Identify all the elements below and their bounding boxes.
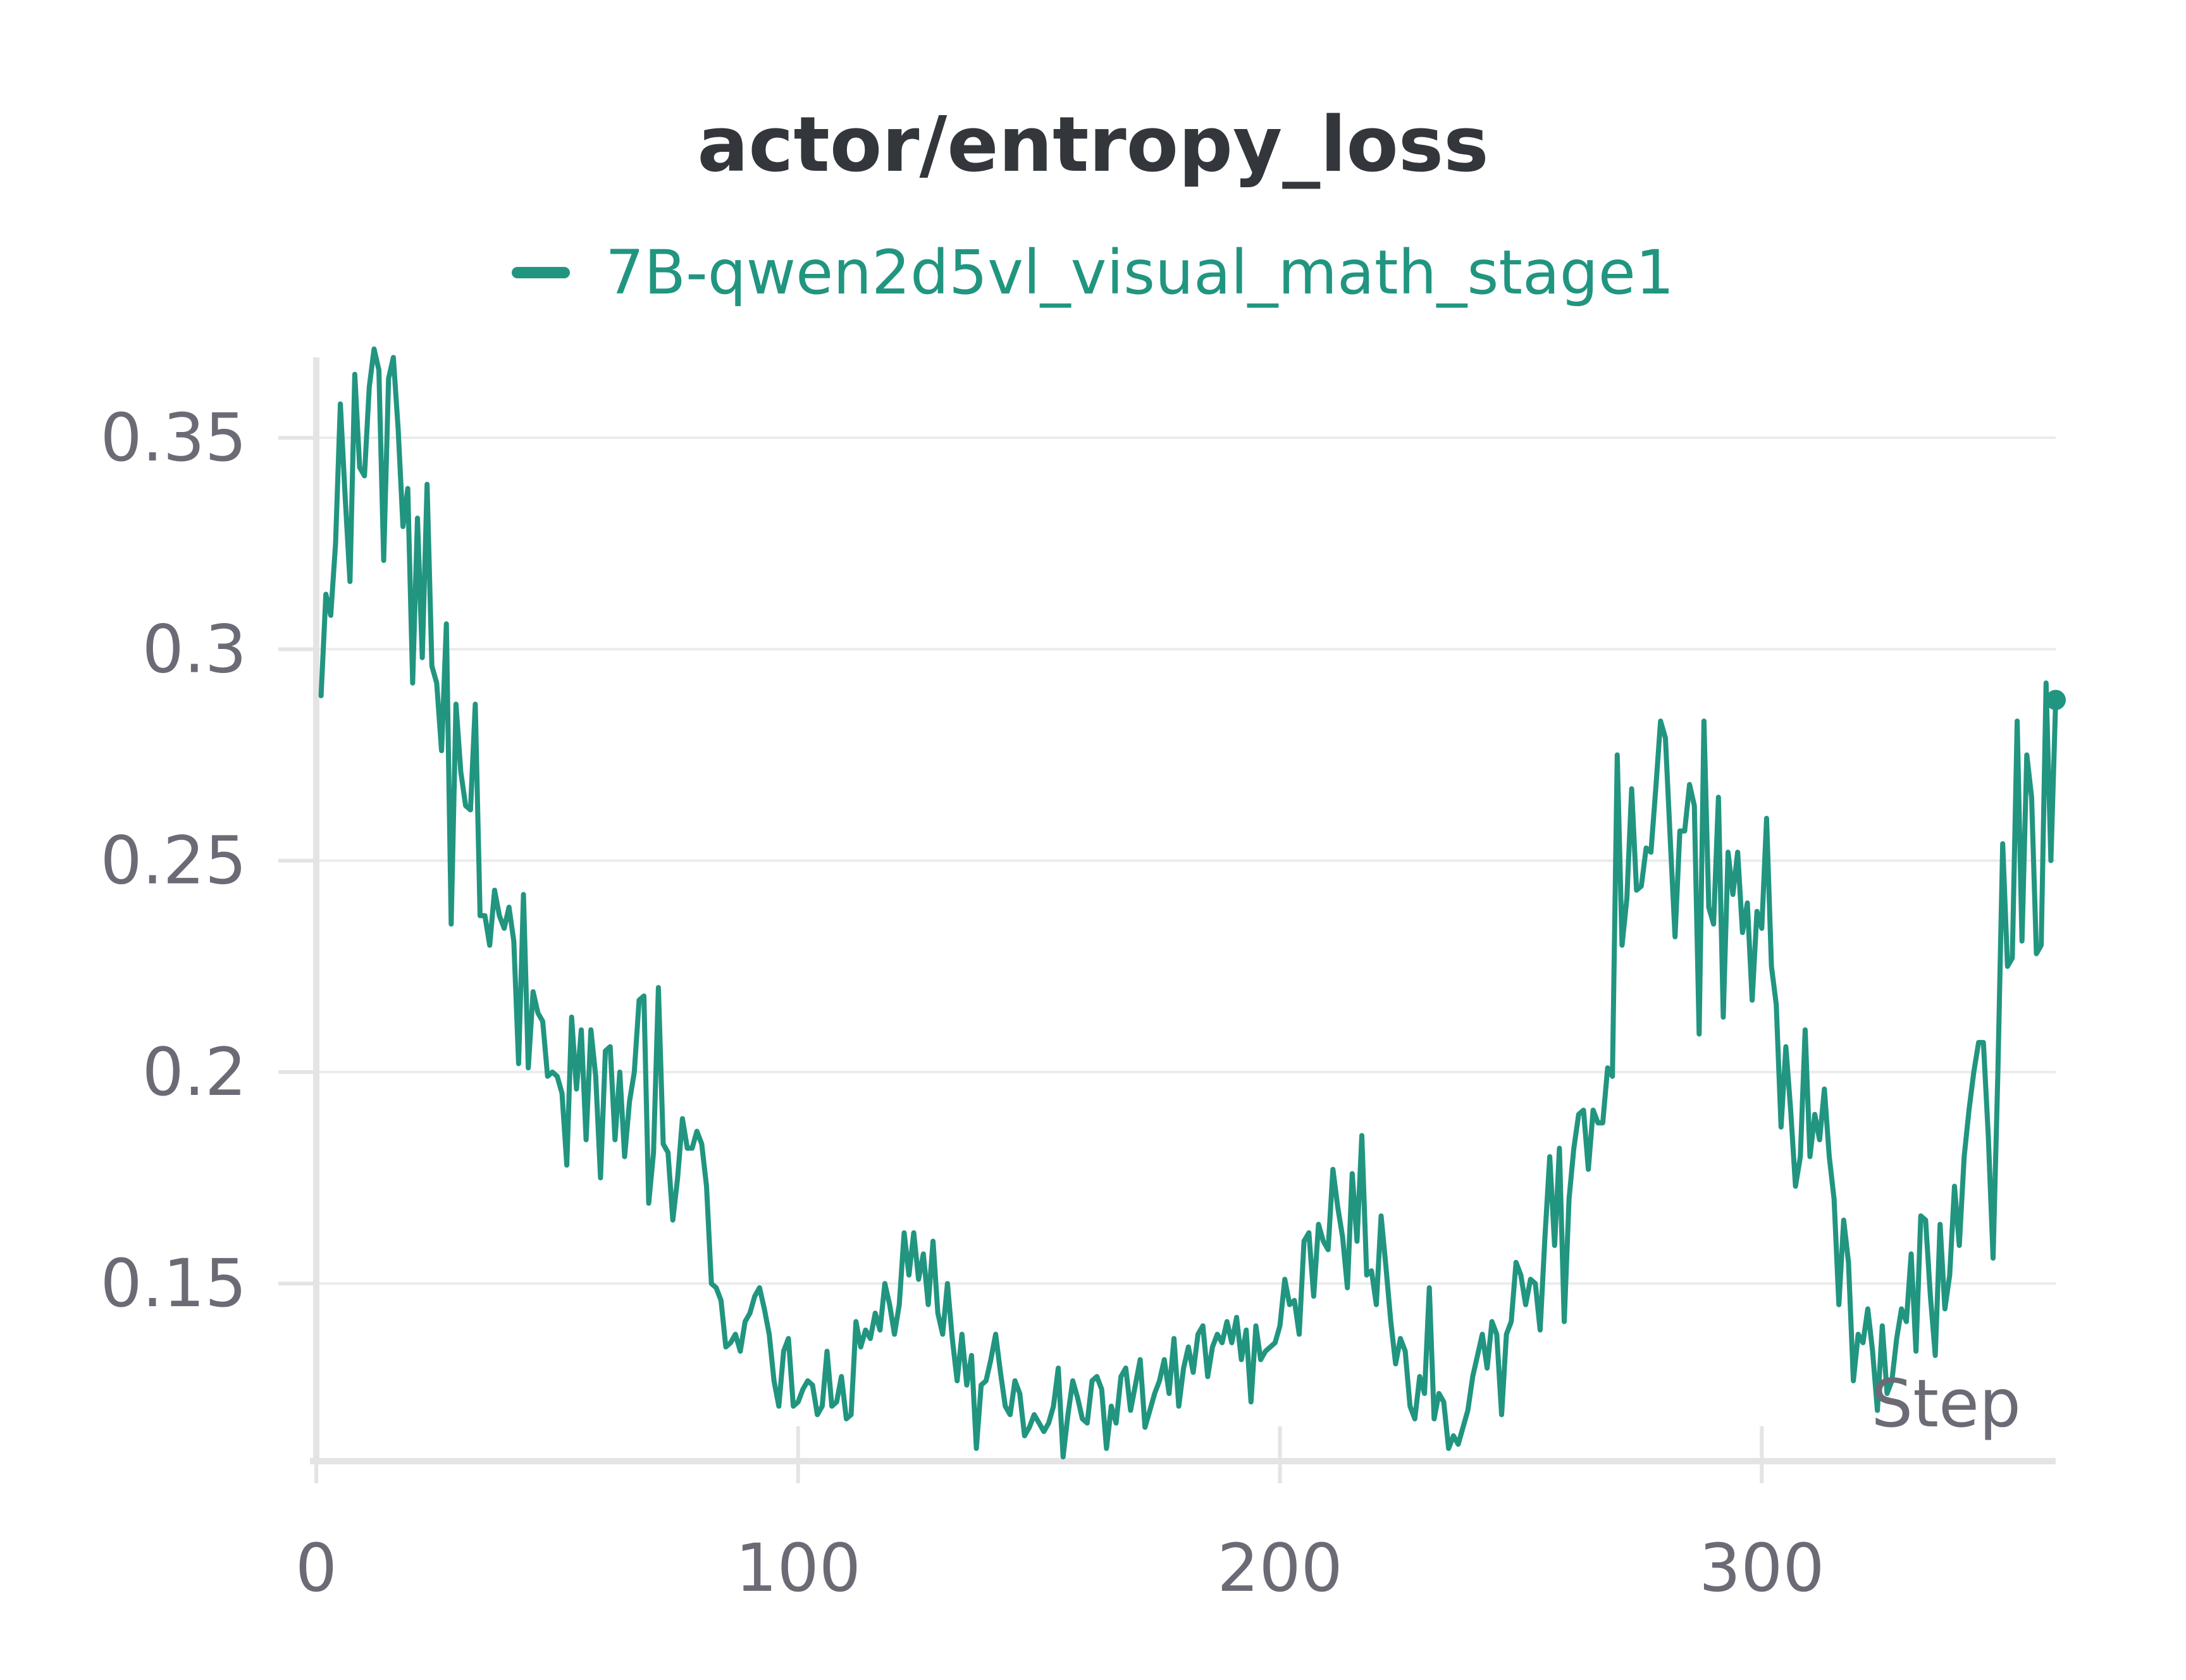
y-tick-label: 0.3 [142, 610, 247, 688]
y-tick-label: 0.35 [100, 399, 247, 476]
legend-series-label: 7B-qwen2d5vl_visual_math_stage1 [605, 237, 1674, 308]
axes [278, 357, 2056, 1483]
series-line[interactable] [318, 346, 2058, 1460]
legend[interactable]: 7B-qwen2d5vl_visual_math_stage1 [0, 237, 2186, 308]
y-tick-label: 0.2 [142, 1034, 247, 1111]
x-tick-label: 300 [1699, 1529, 1825, 1607]
series-last-point-marker[interactable] [2046, 689, 2066, 710]
x-axis-label: Step [1871, 1365, 2021, 1442]
x-tick-label: 0 [295, 1529, 337, 1607]
x-tick-label: 200 [1217, 1529, 1343, 1607]
chart-title: actor/entropy_loss [697, 101, 1489, 189]
legend-swatch [512, 267, 571, 278]
x-tick-label: 100 [736, 1529, 861, 1607]
y-tick-label: 0.25 [100, 822, 247, 899]
series-layer[interactable] [318, 346, 2066, 1460]
y-tick-label: 0.15 [100, 1245, 247, 1322]
tick-labels: 0.15 0.2 0.25 0.3 0.35 0 100 200 300 [100, 399, 1824, 1607]
